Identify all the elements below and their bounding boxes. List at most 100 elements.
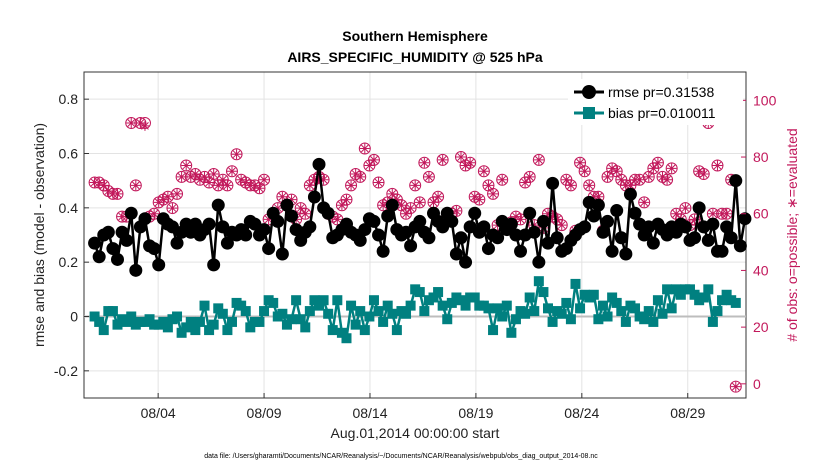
rmse-point	[738, 212, 752, 226]
legend-bias-label: bias pr=0.010011	[608, 105, 716, 121]
obs-evaluated-point	[680, 203, 691, 214]
obs-evaluated-point	[231, 149, 242, 160]
bias-point	[181, 322, 192, 333]
rmse-point	[445, 214, 459, 228]
rmse-point	[646, 236, 660, 250]
y-tick-label: -0.2	[54, 363, 78, 379]
bias-point	[538, 287, 549, 298]
rmse-series	[88, 157, 752, 277]
bias-point	[483, 303, 494, 314]
bias-point	[488, 325, 499, 336]
bias-point	[277, 308, 288, 319]
bias-point	[684, 284, 695, 295]
bias-point	[510, 314, 521, 325]
rmse-point	[220, 236, 234, 250]
y-right-tick-label: 100	[753, 92, 777, 108]
bias-point	[588, 289, 599, 300]
bias-point	[350, 319, 361, 330]
obs-evaluated-point	[707, 208, 718, 219]
obs-evaluated-point	[712, 160, 723, 171]
obs-evaluated-point	[455, 152, 466, 163]
rmse-point	[101, 225, 115, 239]
rmse-point	[605, 244, 619, 258]
bias-point	[332, 295, 343, 306]
rmse-point	[110, 252, 124, 266]
obs-possible-point	[578, 165, 591, 178]
bias-point	[323, 308, 334, 319]
obs-possible-point	[180, 159, 193, 172]
obs-evaluated-point	[401, 208, 412, 219]
obs-evaluated-point	[437, 154, 448, 165]
obs-evaluated-point	[139, 120, 150, 131]
obs-evaluated-point	[405, 203, 416, 214]
bias-point	[524, 292, 535, 303]
rmse-point	[491, 231, 505, 245]
bias-point	[497, 311, 508, 322]
obs-evaluated-point	[355, 171, 366, 182]
bias-point	[373, 306, 384, 317]
legend-bias-marker	[583, 107, 595, 119]
bias-point	[254, 316, 265, 327]
bias-point	[533, 276, 544, 287]
rmse-point	[550, 231, 564, 245]
obs-evaluated-point	[149, 208, 160, 219]
bias-point	[286, 314, 297, 325]
obs-possible-point	[409, 179, 422, 192]
obs-evaluated-point	[423, 171, 434, 182]
bias-point	[730, 297, 741, 308]
obs-evaluated-point	[181, 160, 192, 171]
obs-possible-point	[161, 190, 174, 203]
obs-evaluated-point	[648, 163, 659, 174]
obs-possible-point	[661, 173, 674, 186]
obs-evaluated-point	[465, 157, 476, 168]
rmse-point	[587, 209, 601, 223]
obs-possible-point	[477, 165, 490, 178]
obs-possible-point	[679, 202, 692, 215]
bias-point	[698, 292, 709, 303]
bias-point	[469, 292, 480, 303]
x-tick-label: 08/29	[670, 405, 705, 421]
chart-title: Southern Hemisphere	[342, 28, 488, 44]
rmse-point	[280, 198, 294, 212]
bias-point	[89, 311, 100, 322]
x-axis-label: Aug.01,2014 00:00:00 start	[331, 425, 500, 441]
bias-point	[607, 292, 618, 303]
rmse-point	[591, 198, 605, 212]
obs-evaluated-point	[433, 191, 444, 202]
obs-evaluated-point	[213, 180, 224, 191]
obs-evaluated-point	[259, 174, 270, 185]
rmse-point	[271, 214, 285, 228]
rmse-point	[720, 220, 734, 234]
bias-point	[355, 306, 366, 317]
obs-evaluated-point	[547, 211, 558, 222]
obs-possible-point	[358, 142, 371, 155]
obs-evaluated-point	[652, 157, 663, 168]
rmse-point	[312, 157, 326, 171]
x-tick-label: 08/19	[458, 405, 493, 421]
rmse-point	[729, 174, 743, 188]
rmse-point	[285, 209, 299, 223]
plot-frame	[83, 71, 747, 399]
obs-evaluated-point	[579, 166, 590, 177]
bias-point	[639, 314, 650, 325]
obs-evaluated-point	[135, 118, 146, 129]
obs-possible-point	[583, 179, 596, 192]
bias-point	[593, 314, 604, 325]
bias-point	[176, 327, 187, 338]
bias-point	[657, 308, 668, 319]
rmse-point	[706, 217, 720, 231]
bias-point	[460, 300, 471, 311]
bias-point	[662, 284, 673, 295]
bias-point	[703, 284, 714, 295]
rmse-point	[92, 250, 106, 264]
obs-possible-point	[496, 173, 509, 186]
bias-point	[442, 314, 453, 325]
legend-rmse-marker	[582, 85, 596, 99]
bias-point	[707, 316, 718, 327]
bias-point	[712, 306, 723, 317]
obs-evaluated-point	[721, 208, 732, 219]
obs-evaluated-point	[249, 180, 260, 191]
y-tick-label: 0.6	[59, 146, 79, 162]
rmse-point	[523, 206, 537, 220]
